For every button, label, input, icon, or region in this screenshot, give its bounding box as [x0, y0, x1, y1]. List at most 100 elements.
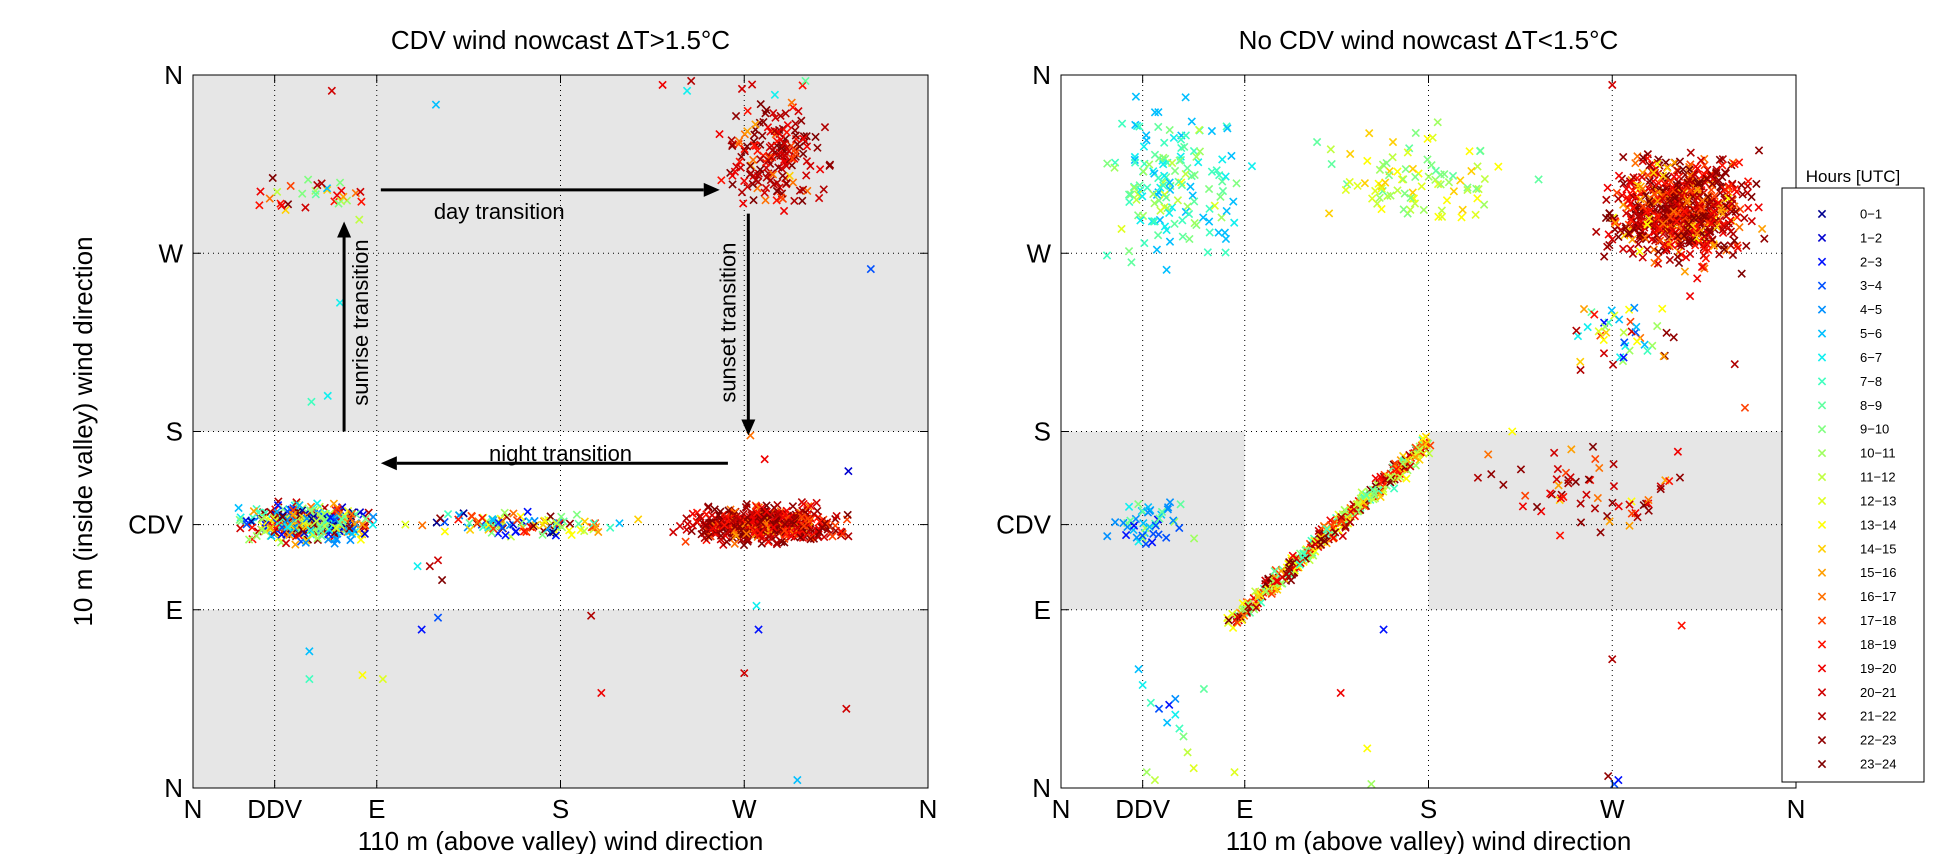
data-point — [1566, 473, 1575, 482]
data-point — [1251, 600, 1261, 610]
data-point — [1205, 228, 1214, 237]
data-point — [606, 523, 615, 532]
data-point — [1673, 166, 1683, 176]
data-point — [519, 527, 529, 536]
data-point — [337, 186, 346, 195]
data-point — [1136, 216, 1145, 225]
chart-title: CDV wind nowcast ΔT>1.5°C — [391, 25, 730, 55]
data-point — [1638, 253, 1647, 262]
data-point — [1645, 221, 1654, 230]
y-tick-label: N — [1032, 773, 1051, 803]
data-point — [1175, 523, 1184, 533]
data-point — [1662, 245, 1671, 255]
data-point — [761, 196, 770, 205]
transition-label: day transition — [434, 199, 565, 224]
data-point — [806, 524, 815, 534]
data-point — [1698, 211, 1708, 221]
data-point — [681, 537, 690, 546]
data-point — [1431, 166, 1441, 175]
data-point — [1710, 191, 1719, 201]
data-point — [1628, 186, 1638, 195]
data-point — [1357, 488, 1366, 497]
legend-marker — [1817, 401, 1827, 410]
data-point — [1532, 502, 1542, 512]
data-point — [806, 161, 815, 171]
data-point — [1676, 239, 1686, 248]
data-point — [710, 505, 719, 514]
data-point — [796, 533, 805, 542]
data-point — [1677, 621, 1686, 630]
data-point — [1428, 133, 1437, 142]
x-tick-label: E — [368, 794, 385, 824]
data-point — [1614, 194, 1623, 203]
data-point — [1411, 453, 1420, 462]
data-point — [1555, 531, 1565, 540]
data-point — [1134, 499, 1143, 509]
data-point — [1614, 232, 1623, 242]
data-point — [1204, 184, 1214, 194]
data-point — [523, 507, 532, 516]
data-point — [1427, 160, 1436, 170]
legend-label: 4−5 — [1860, 302, 1882, 317]
data-point — [1159, 160, 1168, 169]
data-point — [1673, 231, 1683, 241]
data-point — [1322, 525, 1331, 534]
data-point — [780, 526, 789, 535]
data-point — [759, 512, 769, 522]
data-point — [1336, 688, 1345, 698]
data-point — [749, 141, 759, 150]
data-point — [265, 194, 274, 203]
legend-marker — [1817, 233, 1827, 243]
data-point — [675, 521, 685, 531]
data-point — [761, 520, 770, 529]
data-point — [819, 185, 828, 194]
data-point — [1244, 602, 1253, 611]
data-point — [794, 107, 803, 116]
data-point — [1701, 212, 1710, 221]
data-point — [1602, 511, 1612, 521]
legend-entry: 2−3 — [1817, 254, 1882, 269]
data-point — [1656, 484, 1665, 494]
data-point — [1674, 183, 1683, 192]
data-point — [1155, 215, 1165, 225]
data-point — [1149, 189, 1158, 199]
data-point — [1433, 118, 1442, 127]
legend-entry: 22−23 — [1817, 733, 1897, 748]
data-point — [1624, 305, 1634, 314]
data-point — [1742, 241, 1751, 251]
data-point — [1346, 149, 1355, 159]
data-point — [799, 499, 808, 509]
data-point — [357, 197, 366, 206]
data-point — [1417, 182, 1426, 191]
data-point — [378, 674, 388, 684]
data-point — [1154, 530, 1163, 539]
data-point — [695, 512, 704, 521]
transition-label: sunset transition — [715, 242, 740, 402]
data-point — [1448, 171, 1458, 181]
transition-label: sunrise transition — [348, 239, 373, 405]
x-axis-label: 110 m (above valley) wind direction — [1226, 826, 1632, 854]
data-point — [1442, 196, 1452, 205]
data-point — [1170, 166, 1180, 176]
data-point — [734, 137, 744, 146]
legend-box — [1781, 187, 1925, 783]
data-point — [793, 775, 802, 785]
data-point — [1173, 196, 1183, 205]
data-point — [555, 519, 564, 528]
data-point — [1744, 203, 1753, 213]
data-point — [1654, 247, 1663, 256]
data-point — [797, 512, 807, 522]
data-point — [799, 149, 808, 159]
data-point — [1341, 523, 1350, 532]
data-point — [1411, 128, 1420, 138]
data-point — [682, 525, 691, 534]
data-point — [1634, 239, 1643, 249]
data-point — [1644, 495, 1653, 505]
data-point — [1658, 304, 1667, 313]
data-point — [339, 192, 348, 201]
data-point — [478, 513, 487, 523]
y-tick-label: W — [158, 238, 183, 268]
legend-entry: 1−2 — [1817, 230, 1882, 245]
data-point — [704, 502, 713, 511]
